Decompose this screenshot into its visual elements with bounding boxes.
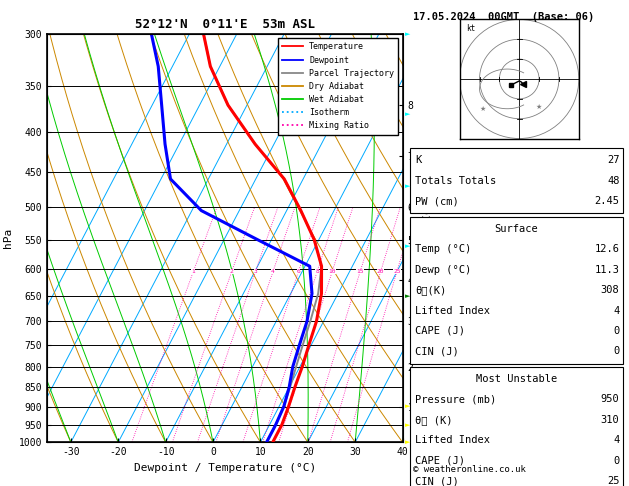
Text: Dewp (°C): Dewp (°C) (415, 265, 471, 275)
Text: 0: 0 (613, 456, 620, 466)
Text: Temp (°C): Temp (°C) (415, 244, 471, 254)
Text: 4: 4 (613, 306, 620, 315)
X-axis label: Dewpoint / Temperature (°C): Dewpoint / Temperature (°C) (134, 463, 316, 473)
Text: ►: ► (405, 293, 410, 299)
Text: ►: ► (405, 439, 410, 445)
Text: ★: ★ (479, 106, 486, 112)
Text: 48: 48 (607, 176, 620, 186)
Text: ★: ★ (535, 104, 542, 110)
Text: ►: ► (405, 183, 410, 189)
Text: 10: 10 (328, 269, 336, 275)
Text: 25: 25 (393, 269, 401, 275)
Text: 2: 2 (230, 269, 233, 275)
Text: 6: 6 (296, 269, 300, 275)
Text: 8: 8 (315, 269, 319, 275)
Text: ►: ► (405, 31, 410, 37)
Text: 12.6: 12.6 (594, 244, 620, 254)
Text: 0: 0 (613, 326, 620, 336)
Text: ►: ► (405, 422, 410, 428)
Text: 27: 27 (607, 156, 620, 165)
Text: K: K (415, 156, 421, 165)
Text: 1: 1 (191, 269, 195, 275)
Text: Pressure (mb): Pressure (mb) (415, 395, 496, 404)
Text: Most Unstable: Most Unstable (476, 374, 557, 384)
Text: 0: 0 (613, 347, 620, 356)
Text: CAPE (J): CAPE (J) (415, 456, 465, 466)
Text: 25: 25 (607, 476, 620, 486)
Text: 308: 308 (601, 285, 620, 295)
Text: ►: ► (405, 111, 410, 117)
Text: θᴄ(K): θᴄ(K) (415, 285, 447, 295)
Title: 52°12'N  0°11'E  53m ASL: 52°12'N 0°11'E 53m ASL (135, 18, 315, 32)
Text: Lifted Index: Lifted Index (415, 306, 490, 315)
Text: 310: 310 (601, 415, 620, 425)
Text: θᴄ (K): θᴄ (K) (415, 415, 453, 425)
Text: 4: 4 (613, 435, 620, 445)
Text: 2.45: 2.45 (594, 196, 620, 206)
Text: 950: 950 (601, 395, 620, 404)
Text: Surface: Surface (494, 224, 538, 234)
Text: PW (cm): PW (cm) (415, 196, 459, 206)
Text: CAPE (J): CAPE (J) (415, 326, 465, 336)
Y-axis label: hPa: hPa (3, 228, 13, 248)
Text: 20: 20 (377, 269, 384, 275)
Text: kt: kt (465, 24, 475, 34)
Text: 3: 3 (253, 269, 257, 275)
Text: 15: 15 (356, 269, 364, 275)
Legend: Temperature, Dewpoint, Parcel Trajectory, Dry Adiabat, Wet Adiabat, Isotherm, Mi: Temperature, Dewpoint, Parcel Trajectory… (277, 38, 398, 135)
Text: © weatheronline.co.uk: © weatheronline.co.uk (413, 465, 526, 474)
Text: Mixing Ratio (g/kg): Mixing Ratio (g/kg) (423, 187, 432, 289)
Y-axis label: km
ASL: km ASL (426, 227, 444, 249)
Text: 4: 4 (271, 269, 275, 275)
Text: LCL: LCL (409, 431, 425, 439)
Text: 17.05.2024  00GMT  (Base: 06): 17.05.2024 00GMT (Base: 06) (413, 12, 594, 22)
Text: CIN (J): CIN (J) (415, 476, 459, 486)
Text: 11.3: 11.3 (594, 265, 620, 275)
Text: ►: ► (405, 243, 410, 249)
Text: Totals Totals: Totals Totals (415, 176, 496, 186)
Text: Lifted Index: Lifted Index (415, 435, 490, 445)
Text: CIN (J): CIN (J) (415, 347, 459, 356)
Text: ►: ► (405, 403, 410, 410)
